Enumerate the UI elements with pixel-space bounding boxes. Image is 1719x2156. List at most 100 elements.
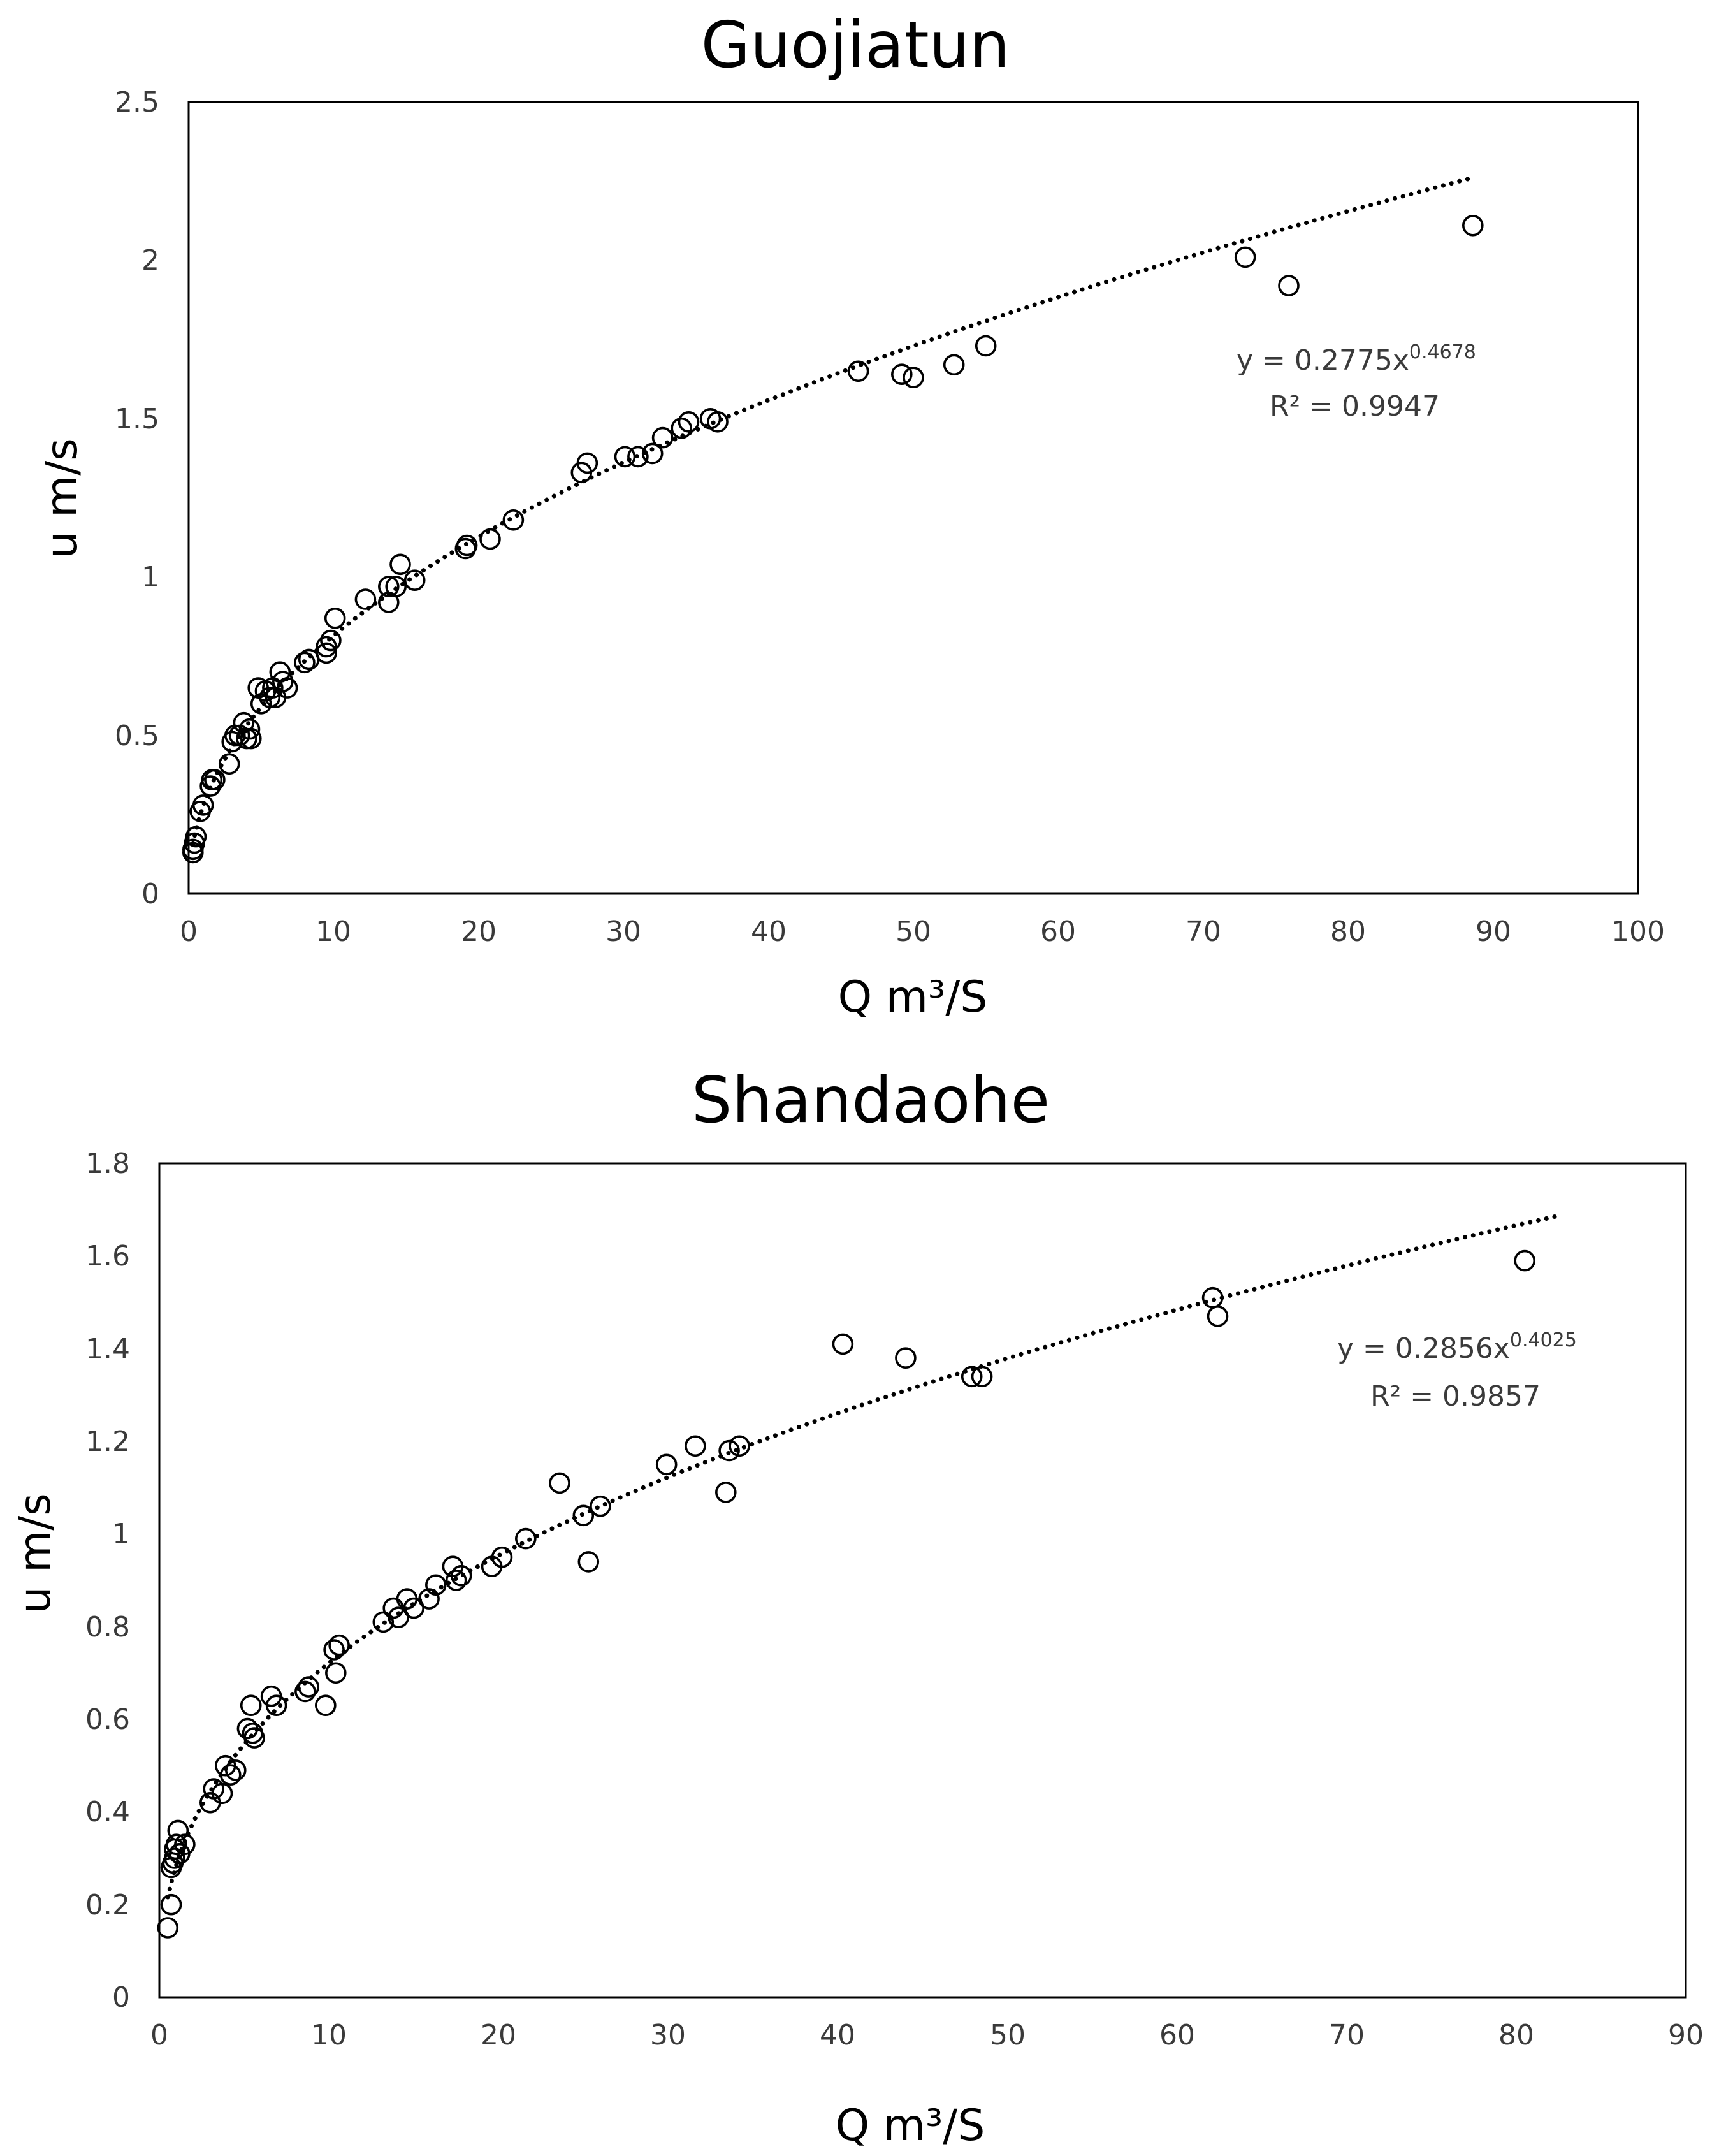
y-tick-label: 1: [112, 1518, 130, 1550]
data-point: [388, 1606, 410, 1628]
x-tick-label: 100: [1611, 915, 1665, 948]
x-tick-label: 30: [606, 915, 641, 948]
data-point: [316, 636, 337, 658]
data-point: [1234, 246, 1256, 268]
y-tick-label: 0.6: [85, 1703, 130, 1736]
data-point: [403, 569, 426, 592]
data-point: [240, 1694, 262, 1716]
data-point: [389, 553, 411, 576]
data-point: [324, 1662, 347, 1684]
y-tick-label: 1.6: [85, 1240, 130, 1272]
data-point: [259, 687, 281, 708]
data-point: [685, 1435, 706, 1457]
data-point: [614, 446, 636, 468]
trendline-guojiatun: [191, 175, 1474, 846]
data-point: [832, 1333, 854, 1355]
data-point: [895, 1347, 917, 1369]
x-tick-label: 80: [1498, 2019, 1534, 2051]
chart-title: Guojiatun: [701, 8, 1010, 82]
data-point: [165, 1833, 187, 1855]
data-point: [185, 826, 207, 848]
x-tick-label: 30: [650, 2019, 686, 2051]
chart-guojiatun: Guojiatun u m/s Q m³/S 0 0.5 1 1.5 2 2.5…: [37, 8, 1665, 1023]
x-axis-title: Q m³/S: [838, 972, 988, 1023]
data-point: [320, 629, 342, 652]
x-tick-label: 70: [1329, 2019, 1365, 2051]
data-point: [240, 727, 262, 750]
x-tick-label: 40: [751, 915, 787, 948]
x-tick-label: 90: [1476, 915, 1511, 948]
data-point: [491, 1546, 513, 1568]
x-tick-label: 0: [180, 915, 198, 948]
data-point: [718, 1439, 740, 1462]
data-point: [354, 588, 377, 610]
x-tick-label: 0: [150, 2019, 168, 2051]
x-tick-label: 90: [1668, 2019, 1704, 2051]
data-point: [418, 1588, 440, 1610]
data-point: [1278, 275, 1300, 296]
x-tick-label: 10: [311, 2019, 347, 2051]
equation-exponent: 0.4025: [1510, 1329, 1577, 1351]
data-point: [572, 1504, 595, 1527]
y-tick-label: 0.5: [115, 720, 159, 752]
y-tick-label: 2: [141, 244, 159, 277]
data-point: [372, 1611, 395, 1633]
data-point: [243, 1727, 265, 1749]
y-tick-label: 0.4: [85, 1796, 130, 1828]
x-tick-labels: 0 10 20 30 40 50 60 70 80 90 100: [180, 915, 1665, 948]
data-point: [224, 1759, 247, 1781]
y-tick-labels: 0 0.2 0.4 0.6 0.8 1 1.2 1.4 1.6 1.8: [85, 1147, 130, 2014]
data-point: [975, 335, 997, 357]
data-point: [651, 426, 674, 449]
y-tick-label: 0: [141, 878, 159, 910]
data-point: [1201, 1286, 1224, 1309]
data-point: [218, 753, 240, 775]
x-axis-title: Q m³/S: [836, 2101, 985, 2151]
y-tick-label: 1: [141, 561, 159, 594]
data-point: [450, 1564, 472, 1587]
plot-area-frame: [187, 101, 1639, 895]
data-point: [164, 1847, 185, 1869]
data-point: [729, 1435, 750, 1457]
x-tick-labels: 0 10 20 30 40 50 60 70 80 90: [150, 2019, 1704, 2051]
y-tick-label: 1.4: [85, 1333, 130, 1366]
equation-base: y = 0.2856x: [1337, 1332, 1510, 1365]
chart-shandaohe: Shandaohe u m/s Q m³/S 0 0.2 0.4 0.6 0.8…: [10, 1063, 1704, 2151]
data-point: [590, 1495, 611, 1517]
x-tick-label: 40: [820, 2019, 855, 2051]
data-point: [403, 1597, 425, 1619]
data-point: [160, 1893, 182, 1916]
data-point: [377, 576, 400, 597]
data-point: [943, 354, 965, 376]
x-tick-label: 10: [316, 915, 351, 948]
data-point: [167, 1819, 189, 1842]
x-tick-label: 70: [1186, 915, 1221, 948]
data-point: [314, 1694, 337, 1716]
data-point: [265, 1694, 287, 1716]
data-point: [238, 718, 261, 740]
data-point: [276, 677, 298, 699]
x-tick-label: 50: [990, 2019, 1026, 2051]
data-point: [961, 1366, 983, 1388]
chart-title: Shandaohe: [692, 1063, 1050, 1137]
x-tick-label: 80: [1330, 915, 1366, 948]
y-tick-labels: 0 0.5 1 1.5 2 2.5: [115, 86, 159, 910]
data-point: [192, 794, 214, 816]
data-point: [847, 360, 869, 382]
plot-area-frame: [158, 1162, 1687, 1999]
data-point: [298, 1676, 320, 1698]
data-point: [294, 652, 316, 674]
data-points-shandaohe: [157, 1249, 1535, 1939]
data-point: [385, 576, 407, 597]
data-point: [502, 509, 525, 531]
data-point: [204, 769, 226, 790]
data-point: [576, 452, 598, 474]
equation-exponent: 0.4678: [1409, 341, 1476, 363]
data-point: [549, 1472, 570, 1494]
data-point: [671, 417, 692, 439]
x-tick-label: 50: [896, 915, 931, 948]
data-point: [324, 607, 346, 629]
data-point: [157, 1917, 179, 1939]
data-point: [891, 363, 913, 386]
